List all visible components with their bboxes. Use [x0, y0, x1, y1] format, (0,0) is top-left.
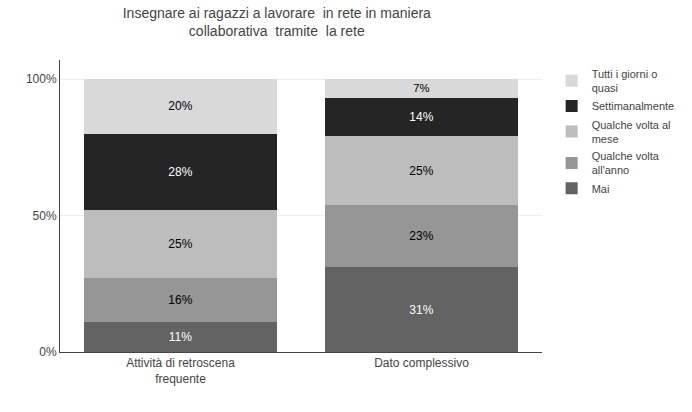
svg-text:28%: 28% — [168, 165, 192, 179]
svg-text:Attività di retroscenafrequent: Attività di retroscenafrequente — [126, 356, 235, 386]
svg-text:50%: 50% — [33, 209, 57, 223]
svg-text:Settimanalmente: Settimanalmente — [592, 100, 675, 112]
svg-text:Qualche volta almese: Qualche volta almese — [592, 119, 671, 145]
svg-text:7%: 7% — [413, 82, 429, 94]
svg-text:23%: 23% — [409, 229, 433, 243]
svg-text:Dato complessivo: Dato complessivo — [374, 356, 469, 370]
svg-text:20%: 20% — [168, 99, 192, 113]
svg-text:31%: 31% — [409, 303, 433, 317]
svg-text:25%: 25% — [409, 164, 433, 178]
svg-text:100%: 100% — [26, 72, 57, 86]
svg-text:Insegnare ai ragazzi a lavorar: Insegnare ai ragazzi a lavorare in rete … — [123, 5, 431, 39]
svg-text:14%: 14% — [409, 110, 433, 124]
svg-text:11%: 11% — [169, 330, 192, 344]
svg-text:Mai: Mai — [592, 183, 610, 195]
svg-text:Qualche voltaall'anno: Qualche voltaall'anno — [592, 150, 660, 176]
svg-text:0%: 0% — [39, 345, 57, 359]
svg-text:16%: 16% — [168, 293, 192, 307]
svg-text:25%: 25% — [168, 237, 192, 251]
svg-text:Tutti i giorni oquasi: Tutti i giorni oquasi — [592, 68, 658, 94]
